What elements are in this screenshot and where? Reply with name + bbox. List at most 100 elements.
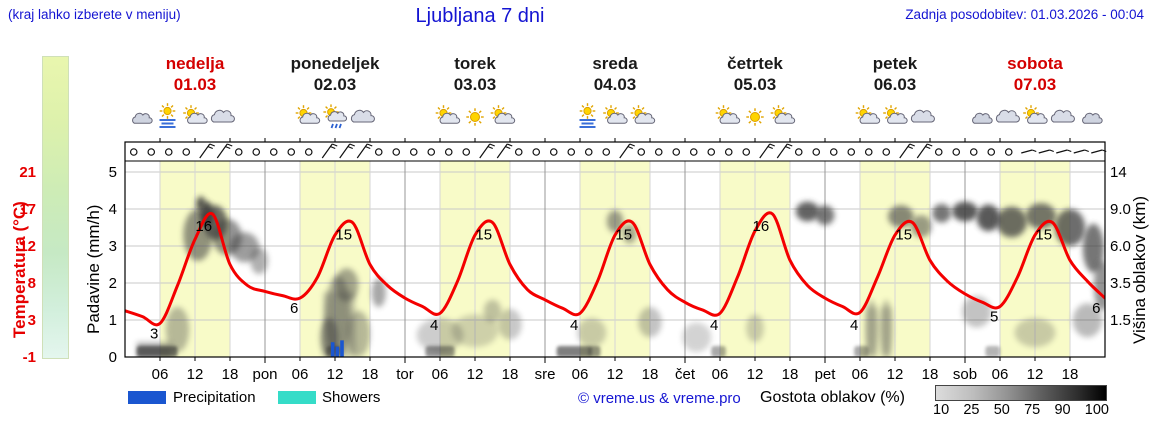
temp-tick: 3 [28,312,36,329]
day-date: 01.03 [174,75,217,94]
wind-calm-icon [182,148,191,156]
moon-icon [416,111,422,123]
temperature-curve [125,211,1105,327]
wind-calm-icon [584,148,593,156]
moon-icon [806,111,812,123]
wind-calm-icon [724,148,733,156]
cloud-moon-icon [132,108,153,124]
cloud-blob [996,206,1027,238]
day-abbrev-label: sre [535,366,556,383]
wind-calm-icon [742,148,751,156]
moon-icon [836,111,842,123]
wind-calm-icon [952,148,961,156]
cloud-blob [888,205,914,228]
ground-cloud-smudge [425,346,455,357]
hour-tick-label: 12 [1027,366,1044,383]
wind-calm-icon [164,148,173,156]
sun-fog-icon [579,103,596,128]
x-axis-labels: 06 12 18 pon 06 12 18 tor 06 12 18 sre 06 12 18 čet 06 12… [152,366,1079,383]
wind-calm-icon [637,148,646,156]
wind-calm-icon [882,148,891,156]
wind-calm-icon [707,148,716,156]
cloud-scale-tick: 75 [1024,402,1041,418]
wind-barb-icon [339,143,355,159]
wind-calm-icon [794,148,803,156]
day-date: 07.03 [1014,75,1057,94]
cloud-scale-tick: 25 [963,402,980,418]
ground-cloud-smudge [136,346,178,357]
cloud-density-scale [935,385,1107,401]
wind-barb-icon [321,143,338,159]
hour-tick-label: 06 [712,366,729,383]
day-name: torek [454,54,496,73]
hour-tick-label: 12 [327,366,344,383]
cloud-blob [250,247,268,275]
sun-cloud-rain-icon [323,104,348,129]
wind-calm-icon [514,148,523,156]
temperature-color-scale [42,56,69,359]
sun-fog-icon [159,103,176,128]
wind-calm-icon [252,148,261,156]
wind-calm-icon [654,148,663,156]
precip-bar [330,342,335,357]
day-abbrev-label: pon [252,366,277,383]
moon-icon [246,111,252,123]
day-headers: nedelja 01.03 ponedeljek 02.03 torek 03.03 sre… [166,54,1064,94]
wind-line-icon [1073,149,1089,154]
cloud-height-tick: 9.0 [1110,201,1131,218]
hour-tick-label: 06 [992,366,1009,383]
cloud-density-scale-ticks: 10 25 50 75 90 100 [933,402,1109,418]
sun-cloud-icon [855,105,881,124]
hour-tick-label: 18 [502,366,519,383]
temp-max-label: 16 [752,218,769,235]
ground-cloud-smudge [588,346,601,357]
wind-line-icon [1091,149,1107,154]
ground-cloud-smudge [985,346,1000,357]
wind-calm-icon [392,148,401,156]
cloud-icon [210,109,235,123]
cloud-moon-icon [972,108,993,124]
precip-tick: 0 [109,349,117,366]
cloud-icon [995,109,1020,123]
temp-max-label: 15 [895,226,912,243]
precip-tick: 4 [109,201,117,218]
temp-tick: -1 [23,349,36,366]
cloud-height-tick: 6.0 [1110,238,1131,255]
ground-cloud-smudge [711,346,726,357]
wind-barb-icon [776,143,793,159]
temp-min-label: 6 [1092,300,1100,317]
precip-tick: 1 [109,312,117,329]
wind-row [129,143,1107,159]
precipitation-legend-label: Precipitation [173,389,256,406]
day-abbrev-label: sob [953,366,977,383]
moon-icon [276,111,282,123]
cloud-blob [682,322,712,353]
cloud-moon-icon [1082,108,1103,124]
cloud-blob [416,318,464,353]
wind-calm-icon [287,148,296,156]
cloud-blob [371,278,386,308]
sun-icon [746,108,764,126]
cloud-blob [483,299,502,323]
day-date: 03.03 [454,75,497,94]
sun-cloud-icon [630,105,656,124]
sun-cloud-icon [435,105,461,124]
wind-calm-icon [409,148,418,156]
hour-tick-label: 12 [887,366,904,383]
grid [125,161,1105,357]
day-name: sreda [592,54,638,73]
showers-swatch [278,391,316,404]
day-date: 06.03 [874,75,917,94]
cloud-blob [1054,209,1086,246]
day-name: petek [873,54,918,73]
temp-max-label: 16 [195,218,212,235]
wind-calm-icon [304,148,313,156]
wind-line-icon [1038,149,1054,154]
wind-calm-icon [462,148,471,156]
plot-frame [124,138,1106,363]
hour-tick-label: 18 [362,366,379,383]
day-date: 04.03 [594,75,637,94]
copyright-link[interactable]: © vreme.us & vreme.pro [578,390,741,407]
